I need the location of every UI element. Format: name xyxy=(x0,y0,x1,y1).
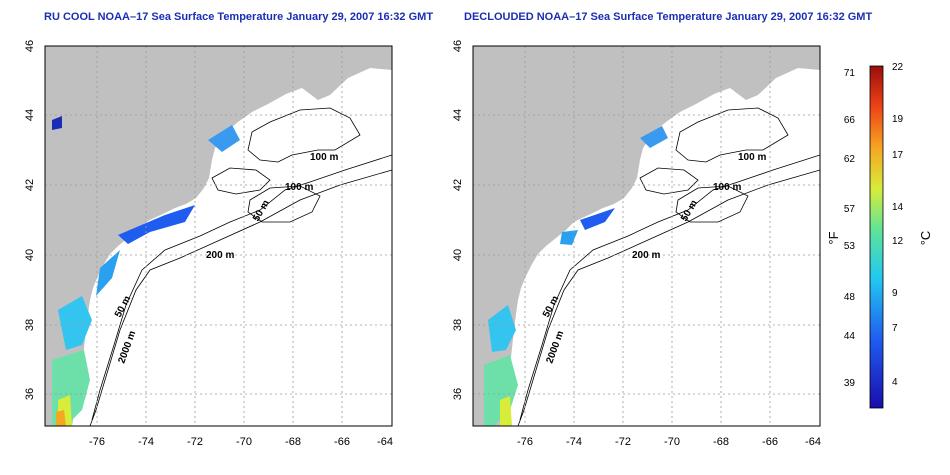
bathymetry-contour xyxy=(517,169,820,426)
graticule xyxy=(45,46,392,426)
sst-patch xyxy=(58,296,92,350)
contour-label: 100 m xyxy=(310,152,338,163)
right-map-panel: 100 m 100 m 50 m 200 m 50 m 2000 m -76 -… xyxy=(452,40,821,448)
contour-label: 100 m xyxy=(285,182,313,193)
c-tick: 4 xyxy=(892,377,898,388)
bathymetry-contour xyxy=(675,185,749,223)
sst-patch xyxy=(52,116,62,130)
left-panel-title: RU COOL NOAA–17 Sea Surface Temperature … xyxy=(44,11,434,23)
map-frame xyxy=(44,45,393,427)
lat-tick-label: 36 xyxy=(24,388,36,400)
lon-tick-label: -74 xyxy=(138,436,154,448)
contour-label: 100 m xyxy=(713,182,741,193)
f-tick: 71 xyxy=(844,68,856,79)
lat-tick-label: 40 xyxy=(24,249,36,261)
contour-label: 100 m xyxy=(738,152,766,163)
lon-tick-label: -70 xyxy=(236,436,252,448)
lat-tick-label: 38 xyxy=(452,319,464,331)
sst-patch xyxy=(580,208,615,230)
lon-tick-label: -68 xyxy=(285,436,301,448)
sst-patch xyxy=(56,410,66,426)
lat-tick-label: 42 xyxy=(24,179,36,191)
sst-patch xyxy=(560,230,578,245)
bathymetry-contour xyxy=(91,154,392,421)
c-tick: 12 xyxy=(892,236,904,247)
temperature-colorbar: °F °C 71 66 62 57 53 48 44 39 22 19 17 1… xyxy=(826,62,933,409)
lon-tick-label: -66 xyxy=(762,436,778,448)
f-tick: 66 xyxy=(844,115,856,126)
c-tick: 14 xyxy=(892,202,904,213)
map-frame xyxy=(472,45,821,427)
lon-tick-label: -76 xyxy=(517,436,533,448)
f-tick: 39 xyxy=(844,378,856,389)
lat-tick-label: 36 xyxy=(452,388,464,400)
lat-tick-label: 44 xyxy=(452,109,464,121)
sst-patch xyxy=(500,396,512,426)
lat-tick-label: 44 xyxy=(24,109,36,121)
land-mass xyxy=(473,46,820,426)
right-panel-title: DECLOUDED NOAA–17 Sea Surface Temperatur… xyxy=(464,11,873,23)
left-map-panel: 100 m 100 m 50 m 200 m 50 m 2000 m -76 -… xyxy=(24,40,393,448)
bathymetry-contour xyxy=(89,169,392,426)
bathymetry-contour xyxy=(675,107,789,163)
sst-patch xyxy=(488,305,516,352)
lat-tick-label: 46 xyxy=(452,40,464,52)
lon-tick-label: -74 xyxy=(566,436,582,448)
sst-patch xyxy=(118,205,195,244)
contour-label: 200 m xyxy=(206,250,234,261)
c-tick: 7 xyxy=(892,323,898,334)
lon-tick-label: -72 xyxy=(187,436,203,448)
c-tick: 19 xyxy=(892,114,904,125)
graticule xyxy=(473,46,820,426)
contour-label: 200 m xyxy=(632,250,660,261)
f-tick: 48 xyxy=(844,292,856,303)
sst-patch xyxy=(96,250,120,296)
lat-tick-label: 40 xyxy=(452,249,464,261)
lat-tick-label: 46 xyxy=(24,40,36,52)
lon-tick-label: -64 xyxy=(805,436,821,448)
f-tick: 53 xyxy=(844,241,856,252)
lat-tick-label: 38 xyxy=(24,319,36,331)
land-mass xyxy=(45,46,392,426)
lat-tick-label: 42 xyxy=(452,179,464,191)
f-tick: 57 xyxy=(844,204,856,215)
lon-tick-label: -66 xyxy=(334,436,350,448)
lon-axis: -76 -74 -72 -70 -68 -66 -64 xyxy=(89,436,393,448)
sst-patch xyxy=(208,125,240,152)
bathymetry-contour xyxy=(247,107,361,163)
f-tick: 44 xyxy=(844,331,856,342)
f-tick: 62 xyxy=(844,154,856,165)
bathymetry-contour xyxy=(247,185,321,223)
fahrenheit-ticks: 71 66 62 57 53 48 44 39 xyxy=(844,68,856,389)
bathymetry-contour xyxy=(519,154,820,421)
c-tick: 22 xyxy=(892,62,904,73)
lon-tick-label: -72 xyxy=(615,436,631,448)
fahrenheit-label: °F xyxy=(826,231,841,244)
lon-tick-label: -70 xyxy=(664,436,680,448)
lat-axis: 46 44 42 40 38 36 xyxy=(452,40,464,400)
celsius-label: °C xyxy=(918,231,933,246)
c-tick: 17 xyxy=(892,150,904,161)
lon-tick-label: -76 xyxy=(89,436,105,448)
c-tick: 9 xyxy=(892,288,898,299)
celsius-ticks: 22 19 17 14 12 9 7 4 xyxy=(892,62,904,388)
lon-tick-label: -68 xyxy=(713,436,729,448)
lon-axis: -76 -74 -72 -70 -68 -66 -64 xyxy=(517,436,821,448)
lon-tick-label: -64 xyxy=(377,436,393,448)
sst-patch xyxy=(640,126,668,148)
lat-axis: 46 44 42 40 38 36 xyxy=(24,40,36,400)
colorbar-gradient xyxy=(869,65,884,409)
